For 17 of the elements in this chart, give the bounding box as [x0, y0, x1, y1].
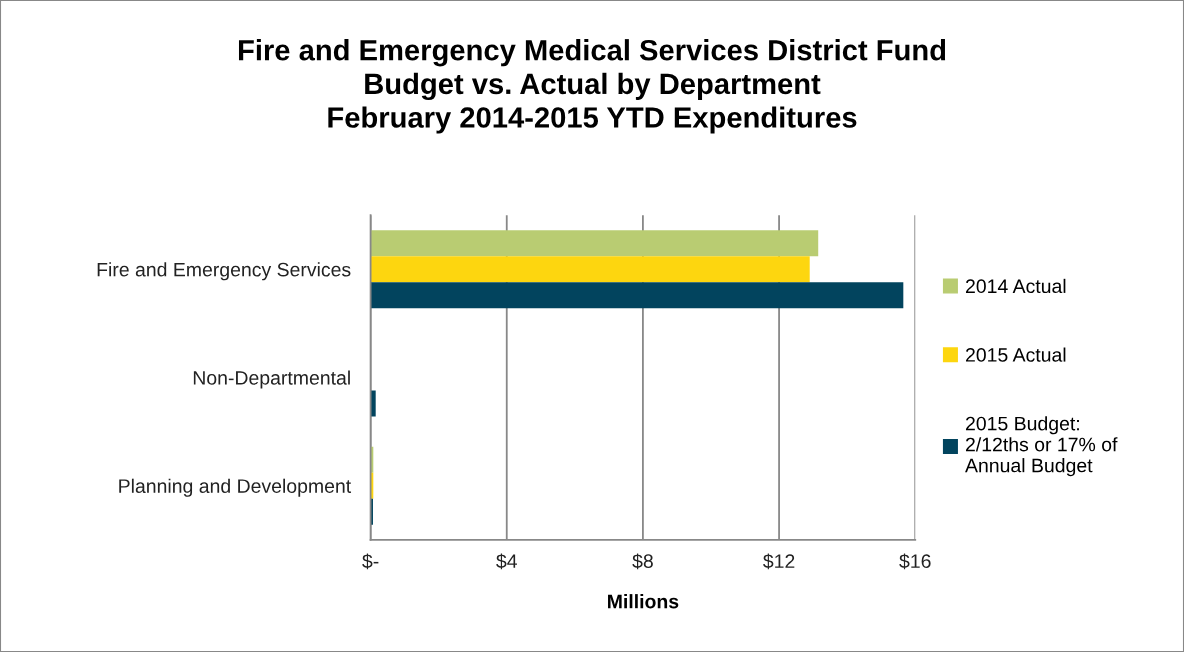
x-tick-label: $16	[899, 553, 931, 570]
x-tick-label: $-	[362, 553, 379, 570]
bar	[370, 282, 904, 309]
legend-label: 2015 Actual	[965, 347, 1066, 362]
chart-title: Fire and Emergency Medical Services District Fund Budget vs. Actual by Department February 2014-2015 YTD Expenditures	[238, 39, 946, 134]
x-axis-title: Millions	[608, 594, 679, 609]
bar	[370, 230, 819, 257]
y-tick-label: Planning and Development	[119, 478, 352, 497]
y-tick-label: Non-Departmental	[193, 370, 350, 389]
x-tick-label: $4	[496, 553, 517, 570]
legend-label: 2015 Budget: 2/12ths or 17% of Annual Budget	[965, 416, 1118, 477]
bar	[370, 390, 376, 417]
legend-label: 2014 Actual	[965, 278, 1066, 294]
y-tick-label: Fire and Emergency Services	[97, 262, 351, 281]
bar	[370, 256, 810, 283]
x-tick-label: $8	[632, 553, 653, 570]
x-tick-label: $12	[763, 553, 795, 570]
